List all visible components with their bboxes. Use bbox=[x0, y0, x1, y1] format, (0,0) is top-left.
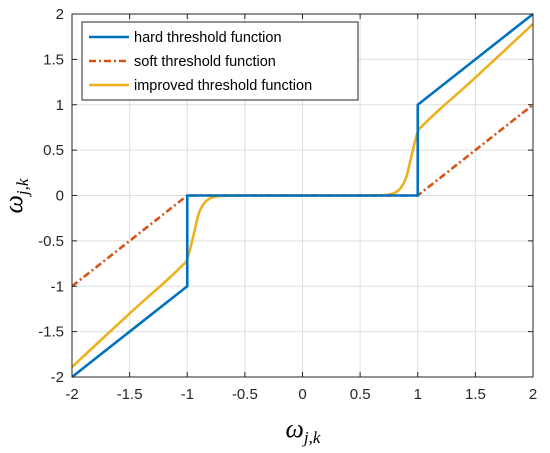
y-tick-label: -1 bbox=[51, 278, 64, 295]
x-tick-label: -1 bbox=[181, 386, 194, 403]
x-tick-label: 1 bbox=[414, 386, 422, 403]
y-tick-label: -0.5 bbox=[38, 233, 64, 250]
y-tick-label: -1.5 bbox=[38, 324, 64, 341]
y-axis-label: ωj,k bbox=[0, 178, 32, 213]
y-tick-label: 0 bbox=[56, 188, 64, 205]
axis-subscript: j,k bbox=[13, 178, 32, 197]
legend-label-improved: improved threshold function bbox=[134, 78, 312, 94]
tick-labels: -2 -1.5 -1 -0.5 0 0.5 1 1.5 2 -2 -1.5 -1 -0.5 0 0.5 1 1.… bbox=[38, 6, 537, 403]
legend-box bbox=[81, 21, 359, 101]
y-tick-label: 1 bbox=[56, 97, 64, 114]
legend-label-hard: hard threshold function bbox=[134, 30, 282, 46]
x-tick-label: 2 bbox=[529, 386, 537, 403]
axis-symbol: ω bbox=[0, 195, 28, 213]
x-axis-label: ωj,k bbox=[286, 414, 321, 447]
series-layer bbox=[71, 12, 534, 379]
axis-subscript: j,k bbox=[302, 428, 321, 447]
series-line-hard bbox=[71, 12, 534, 379]
x-tick-label: 0.5 bbox=[350, 386, 371, 403]
axis-symbol: ω bbox=[286, 414, 304, 443]
y-tick-label: 0.5 bbox=[43, 142, 64, 159]
legend: hard threshold function soft threshold fu… bbox=[81, 21, 359, 101]
legend-label-soft: soft threshold function bbox=[134, 54, 276, 70]
y-tick-label: 2 bbox=[56, 6, 64, 23]
y-tick-label: 1.5 bbox=[43, 51, 64, 68]
ticks bbox=[71, 13, 534, 378]
x-tick-label: -0.5 bbox=[232, 386, 258, 403]
y-tick-label: -2 bbox=[51, 369, 64, 386]
x-tick-label: 1.5 bbox=[465, 386, 486, 403]
x-tick-label: 0 bbox=[298, 386, 306, 403]
x-tick-label: -2 bbox=[65, 386, 78, 403]
x-tick-label: -1.5 bbox=[117, 386, 143, 403]
